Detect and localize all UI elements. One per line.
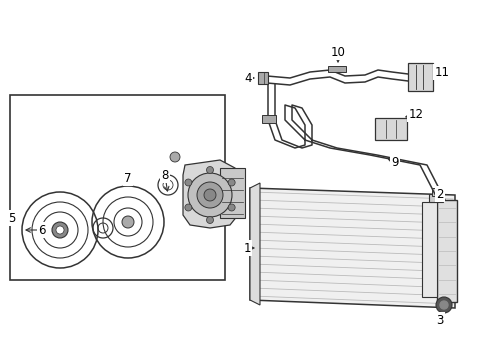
Bar (431, 188, 439, 196)
Text: 3: 3 (435, 314, 443, 327)
Text: 12: 12 (407, 108, 423, 121)
Circle shape (122, 216, 134, 228)
Circle shape (228, 179, 235, 186)
Bar (407, 63, 432, 91)
Circle shape (187, 173, 231, 217)
Circle shape (170, 152, 180, 162)
Circle shape (435, 297, 451, 313)
Bar (258, 72, 267, 84)
Circle shape (56, 226, 64, 234)
Bar (220, 168, 244, 218)
Text: 4: 4 (244, 72, 251, 85)
Bar (262, 115, 275, 123)
Polygon shape (183, 160, 240, 228)
Text: 10: 10 (330, 45, 345, 59)
Text: 11: 11 (434, 66, 448, 78)
Bar (10, 95, 224, 280)
Circle shape (228, 204, 235, 211)
Polygon shape (249, 188, 454, 308)
Bar (428, 194, 442, 202)
Polygon shape (249, 183, 260, 305)
Text: 7: 7 (124, 171, 131, 185)
Bar (374, 118, 406, 140)
Text: 6: 6 (38, 224, 46, 237)
Circle shape (184, 179, 191, 186)
Bar (436, 200, 456, 302)
Text: 5: 5 (8, 212, 16, 225)
Circle shape (206, 216, 213, 224)
Circle shape (197, 182, 223, 208)
Text: 9: 9 (390, 156, 398, 168)
Text: 2: 2 (435, 188, 443, 201)
Text: 1: 1 (243, 242, 250, 255)
Circle shape (206, 166, 213, 174)
Text: 8: 8 (161, 168, 168, 181)
Circle shape (52, 222, 68, 238)
Bar (421, 202, 436, 297)
Circle shape (439, 301, 447, 309)
Circle shape (184, 204, 191, 211)
Bar (327, 66, 346, 72)
Circle shape (203, 189, 216, 201)
